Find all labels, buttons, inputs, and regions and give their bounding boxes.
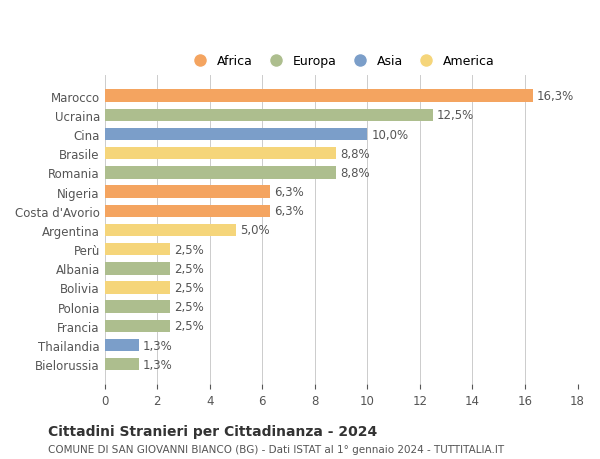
Text: 2,5%: 2,5%: [175, 301, 204, 313]
Text: 8,8%: 8,8%: [340, 147, 370, 160]
Bar: [105, 129, 367, 141]
Legend: Africa, Europa, Asia, America: Africa, Europa, Asia, America: [184, 51, 499, 72]
Bar: [105, 243, 170, 256]
Bar: [105, 167, 336, 179]
Bar: [105, 263, 170, 275]
Bar: [105, 205, 270, 218]
Bar: [105, 109, 433, 122]
Text: 1,3%: 1,3%: [143, 358, 173, 371]
Bar: [105, 186, 270, 198]
Text: 6,3%: 6,3%: [274, 205, 304, 218]
Bar: [105, 282, 170, 294]
Bar: [105, 358, 139, 370]
Text: 16,3%: 16,3%: [537, 90, 574, 103]
Text: Cittadini Stranieri per Cittadinanza - 2024: Cittadini Stranieri per Cittadinanza - 2…: [48, 425, 377, 438]
Text: 10,0%: 10,0%: [371, 128, 409, 141]
Text: COMUNE DI SAN GIOVANNI BIANCO (BG) - Dati ISTAT al 1° gennaio 2024 - TUTTITALIA.: COMUNE DI SAN GIOVANNI BIANCO (BG) - Dat…: [48, 444, 504, 454]
Bar: [105, 224, 236, 237]
Bar: [105, 90, 533, 103]
Text: 5,0%: 5,0%: [240, 224, 269, 237]
Text: 1,3%: 1,3%: [143, 339, 173, 352]
Text: 6,3%: 6,3%: [274, 185, 304, 199]
Text: 8,8%: 8,8%: [340, 167, 370, 179]
Text: 2,5%: 2,5%: [175, 262, 204, 275]
Text: 2,5%: 2,5%: [175, 319, 204, 333]
Text: 12,5%: 12,5%: [437, 109, 474, 122]
Text: 2,5%: 2,5%: [175, 281, 204, 294]
Text: 2,5%: 2,5%: [175, 243, 204, 256]
Bar: [105, 320, 170, 332]
Bar: [105, 148, 336, 160]
Bar: [105, 339, 139, 352]
Bar: [105, 301, 170, 313]
